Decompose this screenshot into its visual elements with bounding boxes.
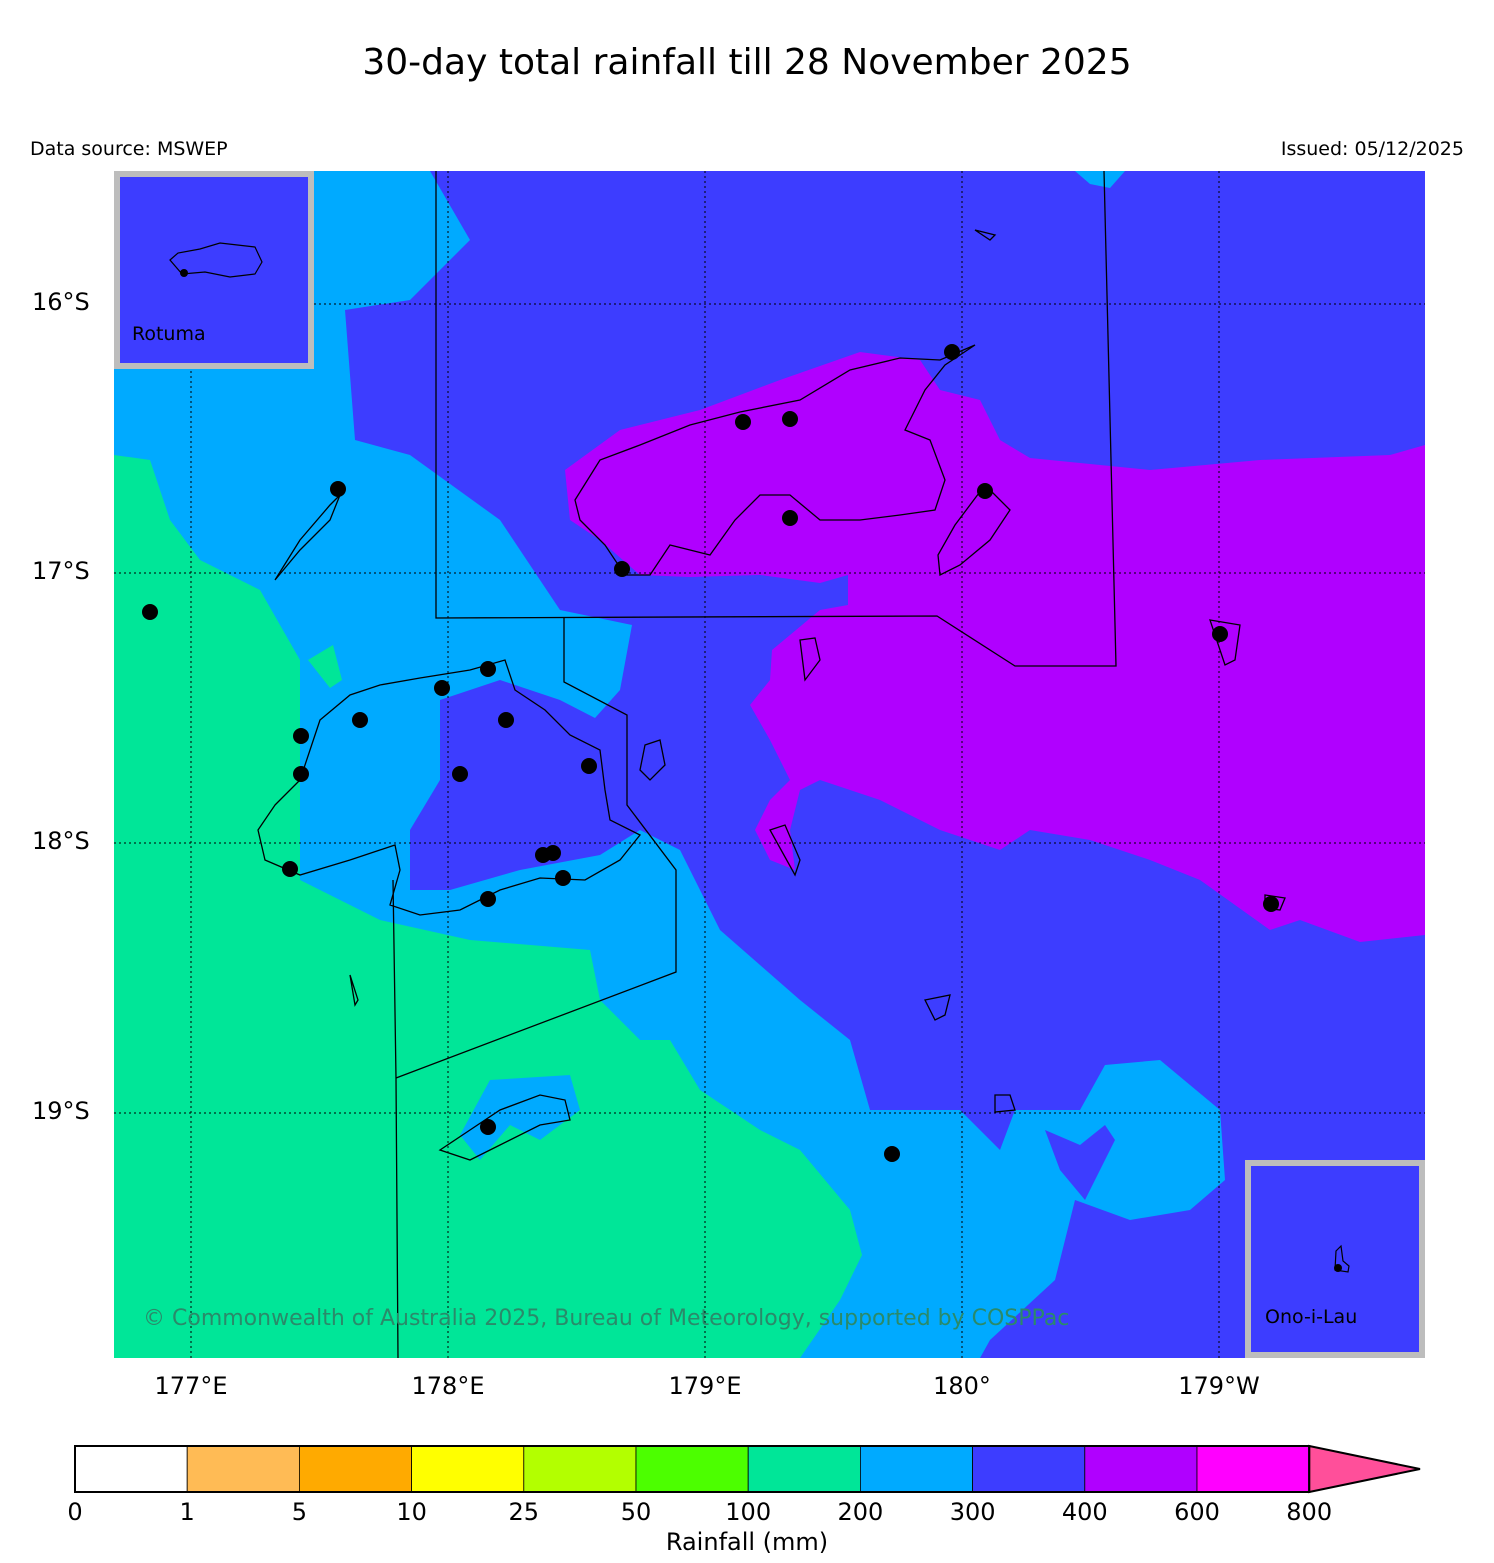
station-marker [434, 680, 450, 696]
colorbar-tick-label: 10 [396, 1498, 427, 1526]
colorbar-bin [298, 1445, 412, 1493]
colorbar-bin [186, 1445, 300, 1493]
colorbar-extend-arrow [1308, 1444, 1421, 1494]
colorbar-tick-label: 0 [67, 1498, 83, 1526]
station-marker [581, 758, 597, 774]
ono-i-lau-inset: Ono-i-Lau [1245, 1160, 1425, 1358]
colorbar-bin [411, 1445, 525, 1493]
copyright-notice: © Commonwealth of Australia 2025, Bureau… [143, 1306, 1070, 1331]
ono-i-lau-island-icon [1334, 1244, 1350, 1273]
station-marker [555, 870, 571, 886]
colorbar-bin [1084, 1445, 1198, 1493]
station-marker [884, 1146, 900, 1162]
colorbar [74, 1444, 1421, 1494]
colorbar-tick-label: 300 [949, 1498, 996, 1526]
station-marker [282, 861, 298, 877]
station-marker [352, 712, 368, 728]
station-marker [142, 604, 158, 620]
station-marker [293, 766, 309, 782]
station-marker [545, 845, 561, 861]
station-marker [293, 728, 309, 744]
station-marker [330, 481, 346, 497]
lon-label: 177°E [154, 1372, 228, 1400]
rain-100-200-patch [308, 645, 342, 688]
station-marker [452, 766, 468, 782]
colorbar-bin [972, 1445, 1086, 1493]
graticule [114, 171, 1425, 1358]
rain-300-400-patch [1045, 1125, 1115, 1200]
colorbar-bin [523, 1445, 637, 1493]
lon-label: 180° [933, 1372, 991, 1400]
station-markers [142, 344, 1279, 1162]
colorbar-tick-label: 5 [291, 1498, 308, 1526]
station-marker [1263, 896, 1279, 912]
rotuma-label: Rotuma [132, 323, 206, 345]
region-boundaries [392, 171, 1117, 1358]
map-title: 30-day total rainfall till 28 November 2… [362, 42, 1132, 83]
viti-levu-outline [257, 659, 642, 916]
lat-label: 16°S [32, 288, 90, 316]
station-marker [782, 411, 798, 427]
vanua-levu-outline [574, 344, 976, 576]
lon-label: 179°W [1178, 1372, 1260, 1400]
colorbar-tick-label: 25 [508, 1498, 540, 1526]
station-marker [480, 1119, 496, 1135]
station-marker [498, 712, 514, 728]
station-marker [480, 891, 496, 907]
lat-label: 17°S [32, 557, 90, 585]
rotuma-inset: Rotuma [114, 171, 314, 369]
colorbar-outline [74, 1445, 1311, 1493]
colorbar-tick-label: 400 [1061, 1498, 1108, 1526]
colorbar-bin [74, 1445, 188, 1493]
colorbar-bin [860, 1445, 974, 1493]
ono-i-lau-label: Ono-i-Lau [1265, 1306, 1358, 1328]
issued-date: Issued: 05/12/2025 [1280, 138, 1464, 160]
colorbar-bin [1196, 1445, 1310, 1493]
station-marker [977, 483, 993, 499]
taveuni-outline [937, 484, 1011, 577]
rotuma-island-icon [169, 242, 263, 278]
lon-label: 179°E [668, 1372, 742, 1400]
lon-label: 178°E [411, 1372, 485, 1400]
colorbar-tick-label: 100 [725, 1498, 772, 1526]
colorbar-tick-label: 50 [620, 1498, 652, 1526]
colorbar-bin [635, 1445, 749, 1493]
station-marker [735, 414, 751, 430]
station-marker [480, 661, 496, 677]
colorbar-tick-label: 800 [1286, 1498, 1333, 1526]
station-marker [782, 510, 798, 526]
data-source: Data source: MSWEP [30, 138, 228, 160]
rain-400-600-region [565, 352, 1425, 942]
colorbar-tick-label: 600 [1174, 1498, 1220, 1526]
lat-label: 18°S [32, 827, 90, 855]
lat-label: 19°S [32, 1097, 90, 1125]
rain-200-300-region-north [1075, 171, 1125, 188]
rain-200-300-patch-kadavu [460, 1075, 580, 1160]
station-marker [1212, 626, 1228, 642]
station-marker [944, 344, 960, 360]
station-marker [614, 561, 630, 577]
colorbar-label: Rainfall (mm) [665, 1528, 829, 1556]
colorbar-bin [747, 1445, 861, 1493]
colorbar-tick-label: 1 [179, 1498, 195, 1526]
rain-100-200-region [114, 455, 862, 1358]
colorbar-tick-label: 200 [837, 1498, 884, 1526]
